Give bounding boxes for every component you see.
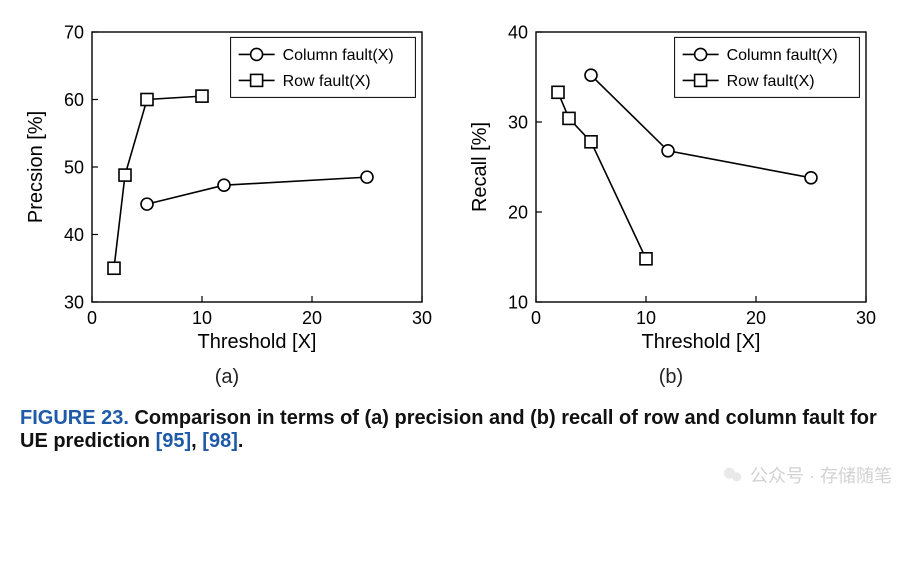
watermark-text: 公众号 · 存储随笔 <box>750 462 892 488</box>
svg-text:10: 10 <box>192 308 212 328</box>
figure-body: Comparison in terms of (a) precision and… <box>20 407 877 452</box>
ref-95: [95] <box>156 430 192 452</box>
ref-98: [98] <box>202 430 238 452</box>
svg-text:0: 0 <box>87 308 97 328</box>
sublabel-a: (a) <box>215 366 239 389</box>
sublabel-b: (b) <box>659 366 683 389</box>
svg-text:30: 30 <box>64 292 84 312</box>
chart-b: 010203010203040Threshold [X]Recall [%]Co… <box>464 20 878 360</box>
svg-text:20: 20 <box>302 308 322 328</box>
svg-text:Row fault(X): Row fault(X) <box>727 73 815 90</box>
figure-caption: FIGURE 23. Comparison in terms of (a) pr… <box>20 407 902 453</box>
svg-text:60: 60 <box>64 90 84 110</box>
svg-text:30: 30 <box>508 112 528 132</box>
charts-row: 01020303040506070Threshold [X]Precsion [… <box>20 20 902 389</box>
svg-text:40: 40 <box>508 22 528 42</box>
svg-text:Threshold [X]: Threshold [X] <box>642 331 761 353</box>
svg-text:Column fault(X): Column fault(X) <box>727 47 838 64</box>
svg-text:Threshold [X]: Threshold [X] <box>198 331 317 353</box>
svg-text:30: 30 <box>856 308 876 328</box>
svg-text:Row fault(X): Row fault(X) <box>283 73 371 90</box>
chart-b-wrap: 010203010203040Threshold [X]Recall [%]Co… <box>464 20 878 389</box>
svg-text:30: 30 <box>412 308 432 328</box>
svg-text:70: 70 <box>64 22 84 42</box>
figure-tag: FIGURE 23. <box>20 407 129 429</box>
svg-text:20: 20 <box>508 202 528 222</box>
svg-text:40: 40 <box>64 225 84 245</box>
caption-text: Comparison in terms of (a) precision and… <box>20 407 877 452</box>
svg-text:0: 0 <box>531 308 541 328</box>
svg-text:20: 20 <box>746 308 766 328</box>
svg-text:Recall [%]: Recall [%] <box>469 122 491 212</box>
svg-text:Column fault(X): Column fault(X) <box>283 47 394 64</box>
caption-sep: , <box>191 430 202 452</box>
watermark: 公众号 · 存储随笔 <box>722 462 892 488</box>
caption-end: . <box>238 430 244 452</box>
svg-text:Precsion [%]: Precsion [%] <box>25 111 47 223</box>
svg-text:50: 50 <box>64 157 84 177</box>
svg-text:10: 10 <box>636 308 656 328</box>
chart-a-wrap: 0 10 20 30 30 40 50 60 70 Threshold [X] Precsion [… <box>20 20 434 389</box>
wechat-icon <box>722 464 744 486</box>
svg-text:10: 10 <box>508 292 528 312</box>
chart-a: 0 10 20 30 30 40 50 60 70 Threshold [X] Precsion [… <box>20 20 434 360</box>
